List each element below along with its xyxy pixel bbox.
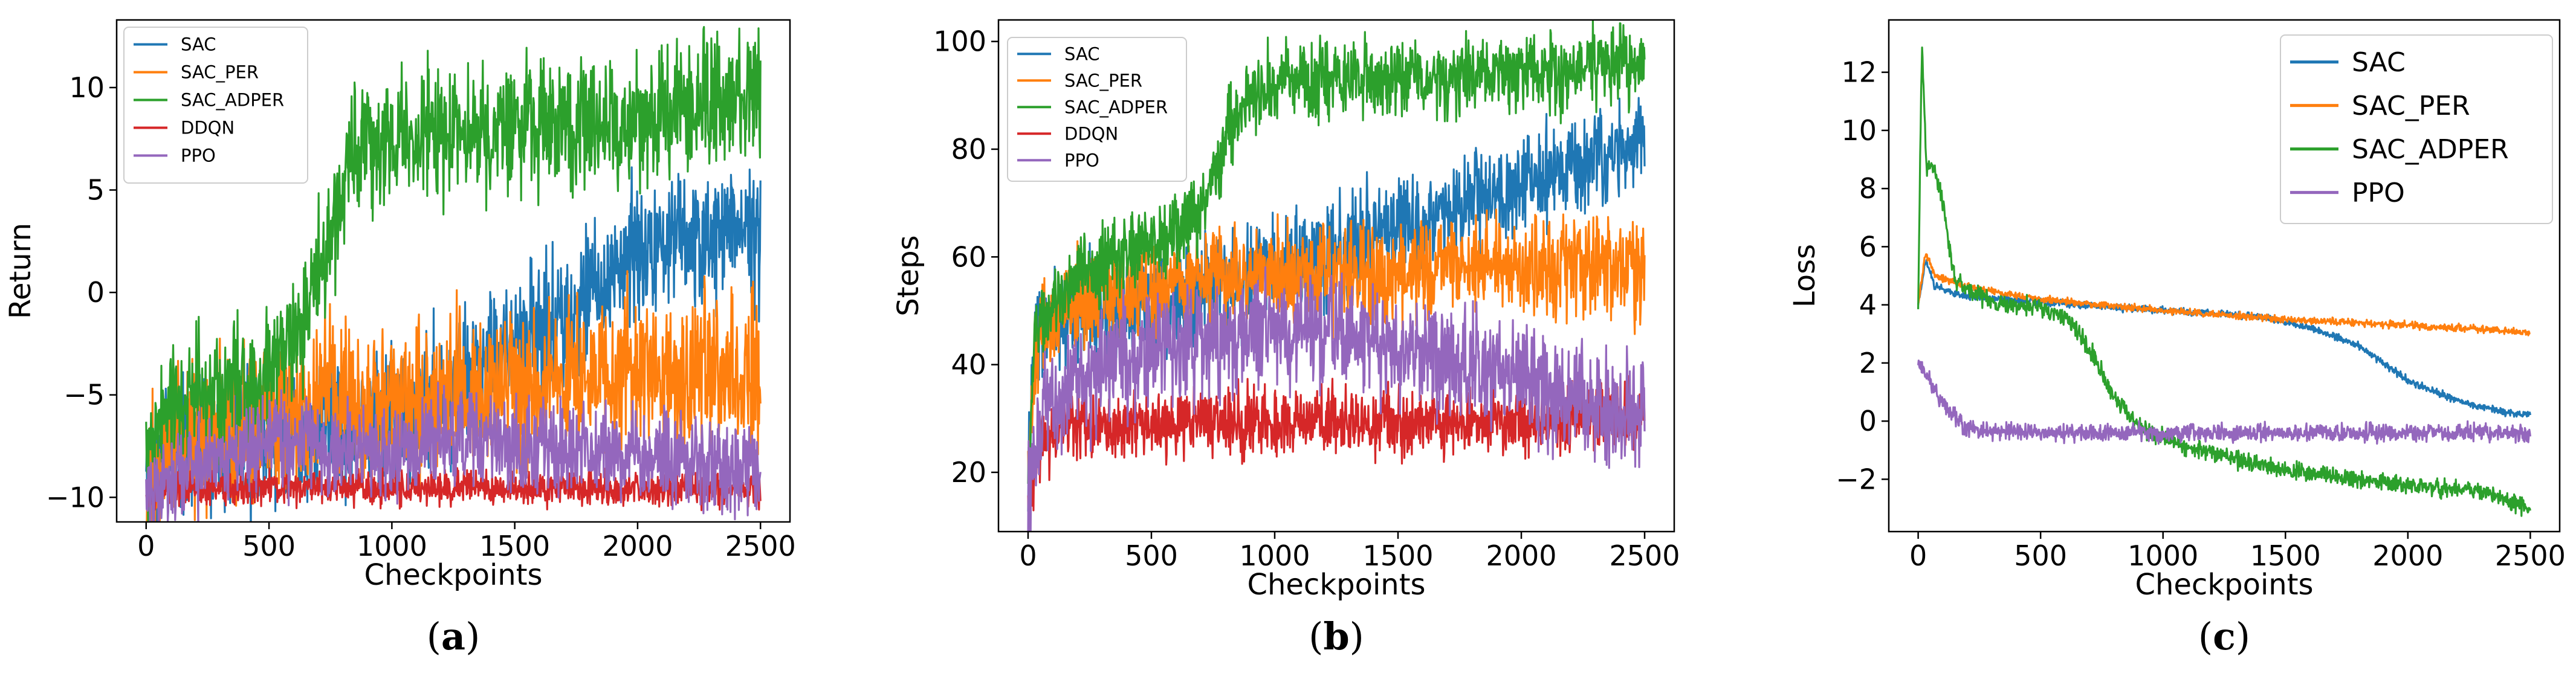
- y-tick-label: −10: [46, 481, 105, 513]
- y-tick-label: 8: [1859, 172, 1877, 205]
- legend-label: SAC_ADPER: [2352, 134, 2509, 165]
- y-tick-label: 20: [951, 456, 986, 489]
- x-tick-label: 1500: [2250, 539, 2321, 572]
- x-axis-label: Checkpoints: [2135, 568, 2313, 602]
- legend-box: [2280, 34, 2553, 224]
- x-tick-label: 2000: [2372, 539, 2443, 572]
- series-line-sac-adper: [145, 26, 762, 521]
- legend: SAC SAC_PER SAC_ADPER PPO: [2280, 34, 2553, 224]
- legend-label: SAC: [181, 34, 216, 55]
- x-tick-label: 500: [242, 530, 296, 562]
- y-tick-label: 5: [87, 174, 105, 207]
- x-tick-label: 2500: [2495, 539, 2566, 572]
- x-tick-label: 1500: [479, 530, 550, 562]
- x-tick-label: 2500: [1609, 539, 1680, 572]
- y-axis-label: Steps: [892, 235, 925, 316]
- axes-frame: [997, 19, 1675, 533]
- legend-label: SAC_PER: [181, 62, 259, 83]
- y-tick-label: 10: [69, 71, 105, 104]
- legend-label: DDQN: [181, 118, 235, 138]
- axes-frame: [115, 19, 791, 523]
- panel-caption: (b): [1309, 614, 1364, 658]
- plot-area: [145, 26, 762, 522]
- x-tick-label: 1000: [2128, 539, 2198, 572]
- series-line-ppo: [145, 382, 762, 522]
- y-tick-label: 0: [1859, 405, 1877, 437]
- series-line-sac-per: [1027, 208, 1646, 483]
- chart-panel-c: 0 500 1000 1500 2000 2500 −2 0 2 4 6 8 10 12 Checkpoin…: [1788, 19, 2566, 658]
- x-tick-label: 1000: [1239, 539, 1310, 572]
- legend: SAC SAC_PER SAC_ADPER DDQN PPO: [123, 27, 308, 184]
- legend-label: SAC_PER: [2352, 91, 2470, 121]
- y-tick-label: 100: [933, 25, 986, 58]
- x-tick-label: 2000: [602, 530, 673, 562]
- series-line-ppo: [1917, 359, 2531, 445]
- legend-label: DDQN: [1064, 123, 1118, 144]
- x-tick-label: 2000: [1486, 539, 1556, 572]
- legend-label: SAC: [1064, 43, 1100, 64]
- legend-label: SAC_PER: [1064, 70, 1142, 91]
- plot-area: [1027, 20, 1646, 532]
- series-line-sac-adper: [1027, 20, 1646, 484]
- y-tick-label: 60: [951, 240, 986, 273]
- y-tick-label: 80: [951, 133, 986, 166]
- chart-panel-b: 0 500 1000 1500 2000 2500 20 40 60 80 100 Checkpoin…: [892, 19, 1680, 658]
- series-line-ddqn: [145, 463, 762, 512]
- y-tick-label: 10: [1841, 114, 1877, 147]
- panel-caption: (c): [2198, 614, 2250, 658]
- series-line-sac: [1917, 259, 2531, 418]
- series-line-sac-per: [1917, 253, 2531, 336]
- legend-label: SAC_ADPER: [1064, 97, 1168, 117]
- y-tick-label: 12: [1841, 56, 1877, 89]
- legend-label: PPO: [181, 146, 216, 166]
- y-tick-label: −5: [63, 379, 105, 411]
- legend-label: SAC_ADPER: [181, 90, 284, 111]
- series-line-sac-adper: [1917, 47, 2531, 517]
- legend-box: [1007, 37, 1187, 182]
- legend-label: PPO: [2352, 178, 2405, 208]
- y-tick-label: 2: [1859, 347, 1877, 379]
- y-tick-label: 6: [1859, 230, 1877, 263]
- x-tick-label: 500: [1125, 539, 1178, 572]
- legend-label: PPO: [1064, 150, 1099, 170]
- y-tick-label: −2: [1836, 463, 1877, 495]
- x-axis-label: Checkpoints: [364, 558, 542, 592]
- y-axis-label: Return: [4, 223, 37, 319]
- panel-caption: (a): [427, 614, 481, 658]
- y-tick-label: 0: [87, 276, 105, 309]
- series-line-ppo: [1027, 266, 1646, 532]
- x-tick-label: 0: [1909, 539, 1927, 572]
- x-tick-label: 0: [1019, 539, 1037, 572]
- y-tick-label: 4: [1859, 289, 1877, 321]
- axes-frame: [1888, 19, 2561, 533]
- x-axis-label: Checkpoints: [1247, 568, 1425, 602]
- y-axis-label: Loss: [1788, 244, 1822, 307]
- legend-label: SAC: [2352, 47, 2406, 78]
- chart-panel-a: 0 500 1000 1500 2000 2500 −10 −5 0 5 10 Checkpoints…: [4, 19, 796, 658]
- plot-area: [1917, 47, 2531, 517]
- legend: SAC SAC_PER SAC_ADPER DDQN PPO: [1007, 37, 1187, 182]
- y-tick-label: 40: [951, 349, 986, 381]
- x-tick-label: 1500: [1362, 539, 1433, 572]
- x-tick-label: 1000: [357, 530, 427, 562]
- x-tick-label: 500: [2014, 539, 2067, 572]
- legend-box: [123, 27, 308, 184]
- x-tick-label: 2500: [725, 530, 796, 562]
- x-tick-label: 0: [137, 530, 155, 562]
